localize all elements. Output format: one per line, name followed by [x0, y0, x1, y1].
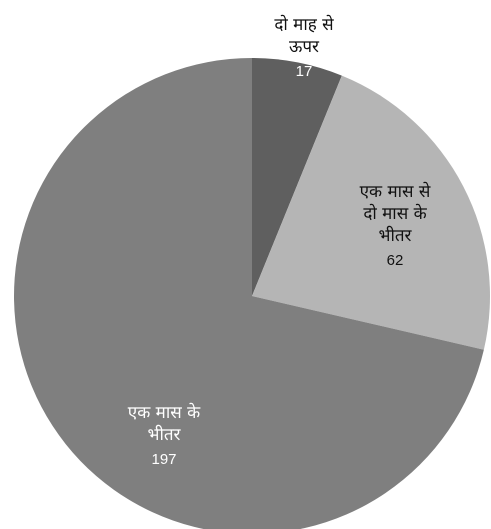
pie-slice-label-line: एक मास के	[128, 402, 201, 423]
pie-slice-1	[252, 75, 491, 350]
pie-slice-value-1: 62	[387, 252, 404, 269]
pie-slice-label-2: एक मास के भीतर	[128, 402, 201, 445]
pie-slice-label-line: भीतर	[148, 424, 182, 445]
pie-slices	[14, 58, 491, 529]
pie-slice-label-line: एक मास से	[360, 181, 431, 202]
pie-slice-value-0: 17	[296, 63, 313, 80]
pie-slice-label-line: दो मास के	[363, 203, 427, 224]
pie-slice-label-line: भीतर	[379, 225, 413, 246]
pie-slice-label-1: एक मास से दो मास के भीतर	[360, 181, 431, 246]
pie-slice-0	[252, 58, 342, 296]
pie-slice-2	[14, 58, 484, 529]
pie-slice-label-line: ऊपर	[289, 37, 320, 57]
pie-slice-label-0: दो माह से ऊपर	[274, 14, 334, 57]
pie-slice-value-2: 197	[151, 451, 176, 468]
pie-slice-label-line: दो माह से	[274, 14, 334, 35]
